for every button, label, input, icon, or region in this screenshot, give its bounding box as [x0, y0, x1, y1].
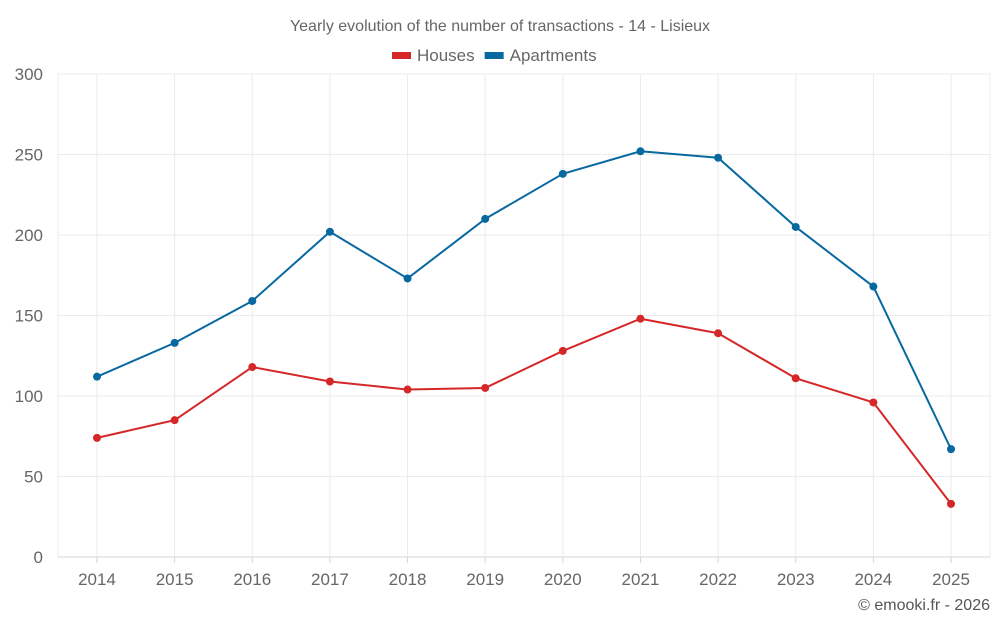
- data-point: [791, 222, 800, 231]
- data-point: [403, 274, 412, 283]
- y-tick-label: 150: [15, 307, 43, 326]
- data-point: [403, 385, 412, 394]
- y-tick-label: 50: [24, 468, 43, 487]
- data-point: [170, 416, 179, 425]
- data-point: [714, 329, 723, 338]
- y-tick-label: 200: [15, 226, 43, 245]
- y-tick-label: 100: [15, 387, 43, 406]
- grid: [57, 73, 991, 558]
- y-tick-label: 300: [15, 65, 43, 84]
- data-point: [170, 338, 179, 347]
- data-point: [714, 153, 723, 162]
- legend: Houses Apartments: [392, 46, 597, 65]
- x-tick-label: 2018: [389, 570, 427, 589]
- legend-item-houses: Houses: [392, 46, 475, 65]
- x-tick-label: 2024: [854, 570, 892, 589]
- data-point: [93, 372, 101, 381]
- data-point: [481, 383, 490, 392]
- data-point: [481, 214, 490, 223]
- series-line: [96, 150, 952, 450]
- series-houses: [93, 314, 955, 508]
- data-point: [325, 227, 334, 236]
- legend-item-apartments: Apartments: [484, 46, 597, 65]
- y-axis: 0 50 100 150 200 250 300: [15, 65, 43, 567]
- legend-label: Apartments: [510, 46, 597, 65]
- x-tick-label: 2020: [544, 570, 582, 589]
- x-tick-label: 2021: [622, 570, 660, 589]
- data-point: [558, 346, 567, 355]
- data-point: [93, 433, 101, 442]
- legend-label: Houses: [417, 46, 475, 65]
- data-point: [947, 499, 955, 508]
- data-point: [869, 398, 878, 407]
- data-point: [947, 445, 955, 454]
- series-group: [93, 147, 955, 508]
- data-point: [558, 169, 567, 178]
- x-tick-label: 2023: [777, 570, 815, 589]
- data-point: [791, 374, 800, 383]
- y-tick-label: 250: [15, 146, 43, 165]
- y-tick-label: 0: [34, 548, 43, 567]
- x-tick-label: 2019: [466, 570, 504, 589]
- credit-text: © emooki.fr - 2026: [858, 597, 990, 614]
- data-point: [869, 282, 878, 291]
- legend-swatch: [392, 52, 411, 59]
- x-tick-label: 2016: [233, 570, 271, 589]
- x-tick-label: 2022: [699, 570, 737, 589]
- legend-swatch: [484, 52, 504, 59]
- x-axis: 2014 2015 2016 2017 2018 2019 2020 2021 2022 2023…: [78, 557, 970, 589]
- chart-title: Yearly evolution of the number of transa…: [290, 18, 710, 35]
- data-point: [325, 377, 334, 386]
- data-point: [636, 147, 645, 156]
- x-tick-label: 2017: [311, 570, 349, 589]
- x-tick-label: 2014: [78, 570, 116, 589]
- data-point: [636, 314, 645, 323]
- series-line: [96, 317, 952, 505]
- x-tick-label: 2025: [932, 570, 970, 589]
- data-point: [248, 297, 257, 306]
- x-tick-label: 2015: [156, 570, 194, 589]
- data-point: [248, 363, 257, 372]
- series-apartments: [93, 147, 955, 454]
